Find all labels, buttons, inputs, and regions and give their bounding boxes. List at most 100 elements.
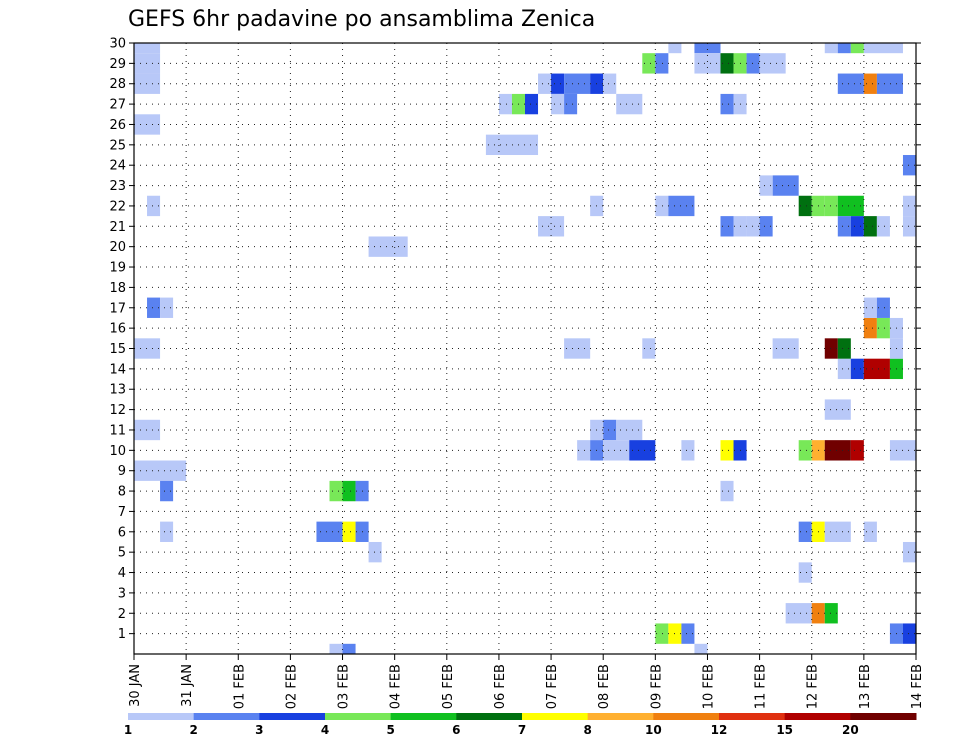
x-tick-label: 06 FEB — [493, 664, 508, 709]
heat-cell — [342, 643, 356, 654]
heat-cell — [668, 43, 682, 54]
heat-cell — [564, 338, 591, 359]
heat-cell — [837, 195, 864, 217]
colorbar-segment — [719, 713, 786, 720]
x-tick-label: 08 FEB — [597, 664, 612, 709]
colorbar-label: 20 — [842, 723, 859, 737]
x-tick-label: 30 JAN — [128, 664, 143, 707]
x-tick-label: 02 FEB — [284, 664, 299, 709]
heat-cell — [837, 43, 851, 54]
chart-title: GEFS 6hr padavine po ansamblima Zenica — [128, 7, 595, 32]
heat-cell — [850, 440, 864, 461]
heat-cell — [772, 175, 799, 196]
heat-cell — [160, 297, 174, 318]
heat-cell — [134, 73, 161, 94]
heat-cell — [850, 358, 864, 380]
heat-cell — [603, 73, 617, 94]
heat-cell — [603, 419, 617, 441]
y-tick-label: 2 — [118, 607, 126, 622]
gridlines — [134, 43, 916, 654]
heat-cell — [368, 236, 408, 257]
heat-cell — [902, 155, 916, 176]
heat-cell — [863, 43, 903, 54]
x-tick-label: 14 FEB — [910, 664, 925, 709]
heat-cell — [772, 338, 799, 359]
colorbar-segment — [587, 713, 654, 720]
y-tick-label: 17 — [109, 301, 126, 316]
x-tick-label: 04 FEB — [389, 664, 404, 709]
colorbar-label: 6 — [452, 723, 460, 737]
heat-cell — [368, 541, 382, 563]
heat-cell — [551, 93, 565, 115]
heat-cell — [134, 419, 161, 441]
heat-cell — [863, 521, 877, 542]
y-tick-label: 5 — [118, 546, 126, 561]
x-tick-label: 31 JAN — [180, 664, 195, 707]
colorbar-segment — [784, 713, 851, 720]
heat-cell — [525, 93, 539, 115]
heat-cell — [798, 521, 812, 542]
heat-cell — [603, 440, 630, 461]
heat-cell — [655, 623, 669, 644]
y-tick-label: 3 — [118, 586, 126, 601]
heat-cell — [798, 562, 812, 583]
y-tick-label: 27 — [109, 98, 126, 113]
heat-cell — [342, 480, 356, 502]
heat-cell — [824, 43, 838, 54]
heat-cell — [498, 93, 512, 115]
heat-cell — [837, 358, 851, 380]
colorbar-label: 8 — [583, 723, 591, 737]
heat-cell — [564, 73, 591, 94]
heat-cell — [694, 53, 721, 74]
colorbar-label: 12 — [711, 723, 728, 737]
y-tick-label: 15 — [109, 342, 126, 357]
colorbar-segment — [456, 713, 523, 720]
heat-cell — [616, 419, 643, 441]
y-tick-label: 14 — [109, 362, 126, 377]
heat-cell — [160, 521, 174, 542]
heat-cell — [863, 317, 877, 339]
heat-cell — [876, 317, 890, 339]
heat-cell — [902, 541, 916, 563]
y-tick-label: 13 — [109, 383, 126, 398]
x-tick-label: 01 FEB — [232, 664, 247, 709]
heat-cell — [837, 73, 864, 94]
heat-cell — [824, 440, 851, 461]
x-tick-label: 11 FEB — [754, 664, 769, 709]
heat-cell — [759, 216, 773, 237]
heat-cell — [824, 338, 838, 359]
heat-cell — [824, 521, 851, 542]
heat-cell — [538, 73, 552, 94]
colorbar-segment — [850, 713, 917, 720]
heat-cell — [694, 643, 708, 654]
heat-cell — [746, 216, 760, 237]
heat-cell — [824, 399, 851, 420]
x-tick-label: 13 FEB — [858, 664, 873, 709]
x-tick-label: 10 FEB — [701, 664, 716, 709]
colorbar-segment — [128, 713, 195, 720]
heat-cell — [824, 603, 838, 624]
heat-cell — [720, 93, 734, 115]
heat-cell — [720, 480, 734, 502]
colorbar-label: 1 — [124, 723, 132, 737]
heat-cell — [759, 53, 786, 74]
heat-cell — [329, 480, 343, 502]
heat-cell — [134, 460, 187, 481]
y-tick-label: 16 — [109, 322, 126, 337]
heat-cell — [642, 338, 656, 359]
heat-cell — [134, 114, 161, 135]
heat-cell — [863, 358, 890, 380]
x-tick-label: 05 FEB — [441, 664, 456, 709]
heat-cell — [759, 175, 773, 196]
colorbar-segment — [193, 713, 260, 720]
y-tick-label: 8 — [118, 485, 126, 500]
x-axis: 30 JAN 31 JAN 01 FEB 02 FEB 03 FEB 04 FEB 05 F… — [128, 654, 925, 709]
heat-cell — [655, 53, 669, 74]
heat-cell — [616, 93, 643, 115]
colorbar-label: 10 — [645, 723, 662, 737]
x-tick-label: 12 FEB — [806, 664, 821, 709]
colorbar-label: 15 — [776, 723, 793, 737]
heat-cell — [316, 521, 343, 542]
colorbar-label: 5 — [386, 723, 394, 737]
heat-cell — [329, 643, 343, 654]
